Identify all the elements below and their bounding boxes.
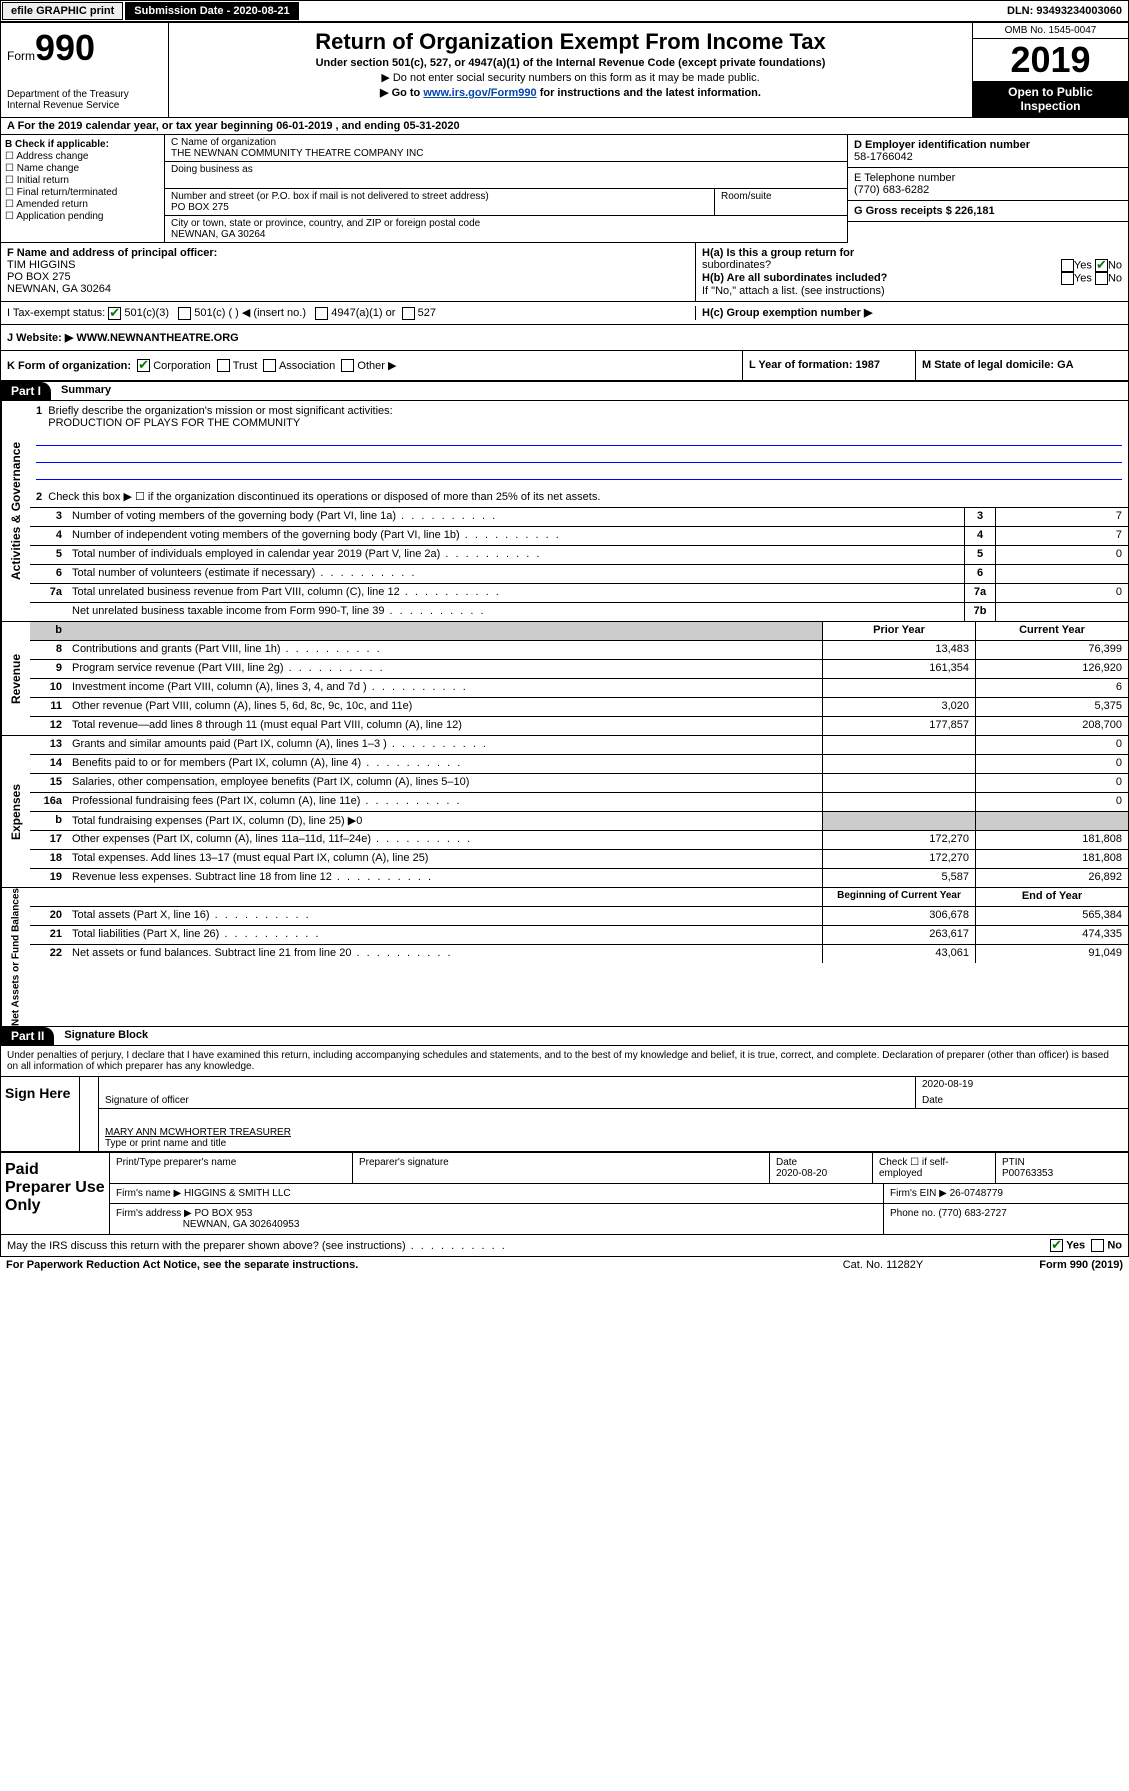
- line-15-curr: 0: [975, 774, 1128, 792]
- line-21-beg: 263,617: [822, 926, 975, 944]
- line-11-curr: 5,375: [975, 698, 1128, 716]
- line-8-prior: 13,483: [822, 641, 975, 659]
- prep-date: 2020-08-20: [776, 1168, 827, 1179]
- tax-year: 2019: [973, 39, 1128, 81]
- line-13-prior: [822, 736, 975, 754]
- row-k: K Form of organization: Corporation Trus…: [0, 351, 1129, 382]
- form-header: Form990 Department of the Treasury Inter…: [0, 22, 1129, 118]
- part-ii-title: Signature Block: [54, 1027, 158, 1045]
- form-number: 990: [35, 27, 95, 68]
- line-10-prior: [822, 679, 975, 697]
- 501c3-checkbox[interactable]: [108, 307, 121, 320]
- firm-ein: 26-0748779: [950, 1188, 1003, 1199]
- discuss-yes-checkbox[interactable]: [1050, 1239, 1063, 1252]
- omb-number: OMB No. 1545-0047: [973, 23, 1128, 39]
- open-to-public: Open to PublicInspection: [973, 81, 1128, 117]
- phone: (770) 683-6282: [854, 184, 929, 196]
- irs-link[interactable]: www.irs.gov/Form990: [423, 87, 536, 99]
- form-title: Return of Organization Exempt From Incom…: [175, 29, 966, 55]
- line-6-val: [995, 565, 1128, 583]
- box-c: C Name of organizationTHE NEWNAN COMMUNI…: [165, 135, 847, 243]
- officer-name: MARY ANN MCWHORTER TREASURER: [105, 1127, 291, 1138]
- box-h: H(a) Is this a group return for subordin…: [696, 243, 1128, 301]
- line-22-beg: 43,061: [822, 945, 975, 963]
- city: NEWNAN, GA 30264: [171, 229, 265, 240]
- row-j: J Website: ▶ WWW.NEWNANTHEATRE.ORG: [0, 325, 1129, 351]
- line-16a-curr: 0: [975, 793, 1128, 811]
- form-word: Form: [7, 49, 35, 63]
- line-1: 1 Briefly describe the organization's mi…: [30, 401, 1128, 486]
- part-ii-header: Part II: [1, 1027, 54, 1045]
- line-18-curr: 181,808: [975, 850, 1128, 868]
- line-18-prior: 172,270: [822, 850, 975, 868]
- row-i: I Tax-exempt status: 501(c)(3) 501(c) ( …: [0, 302, 1129, 325]
- line-20-beg: 306,678: [822, 907, 975, 925]
- street: PO BOX 275: [171, 202, 229, 213]
- line-12-prior: 177,857: [822, 717, 975, 735]
- dept-treasury: Department of the Treasury: [7, 89, 162, 100]
- goto-line: ▶ Go to www.irs.gov/Form990 for instruct…: [175, 86, 966, 99]
- line-16a-prior: [822, 793, 975, 811]
- submission-date-button[interactable]: Submission Date - 2020-08-21: [125, 2, 298, 20]
- box-b: B Check if applicable: ☐ Address change …: [1, 135, 165, 243]
- line-17-curr: 181,808: [975, 831, 1128, 849]
- irs-label: Internal Revenue Service: [7, 100, 162, 111]
- box-e: E Telephone number(770) 683-6282: [848, 168, 1128, 201]
- ein: 58-1766042: [854, 151, 913, 163]
- perjury-declaration: Under penalties of perjury, I declare th…: [1, 1046, 1128, 1076]
- line-15-prior: [822, 774, 975, 792]
- corp-checkbox[interactable]: [137, 359, 150, 372]
- sig-date: 2020-08-19: [916, 1077, 1128, 1093]
- line-9-curr: 126,920: [975, 660, 1128, 678]
- mission-text: PRODUCTION OF PLAYS FOR THE COMMUNITY: [48, 417, 300, 429]
- revenue-side-label: Revenue: [1, 622, 30, 735]
- firm-phone: (770) 683-2727: [938, 1208, 1006, 1219]
- expenses-side-label: Expenses: [1, 736, 30, 887]
- line-13-curr: 0: [975, 736, 1128, 754]
- firm-addr: PO BOX 953: [195, 1208, 253, 1219]
- line-2: 2 Check this box ▶ ☐ if the organization…: [30, 486, 1128, 507]
- line-8-curr: 76,399: [975, 641, 1128, 659]
- part-i-title: Summary: [51, 382, 121, 400]
- line-3-val: 7: [995, 508, 1128, 526]
- box-d: D Employer identification number58-17660…: [848, 135, 1128, 168]
- efile-print-button[interactable]: efile GRAPHIC print: [2, 2, 123, 20]
- net-assets-side-label: Net Assets or Fund Balances: [1, 888, 30, 1026]
- paid-preparer-label: Paid Preparer Use Only: [1, 1153, 110, 1234]
- org-name: THE NEWNAN COMMUNITY THEATRE COMPANY INC: [171, 148, 423, 159]
- line-19-curr: 26,892: [975, 869, 1128, 887]
- line-20-end: 565,384: [975, 907, 1128, 925]
- group-return-no-checkbox[interactable]: [1095, 259, 1108, 272]
- topbar: efile GRAPHIC print Submission Date - 20…: [0, 0, 1129, 22]
- discuss-row: May the IRS discuss this return with the…: [0, 1235, 1129, 1257]
- line-22-end: 91,049: [975, 945, 1128, 963]
- ssn-warning: ▶ Do not enter social security numbers o…: [175, 71, 966, 84]
- tax-period-row: A For the 2019 calendar year, or tax yea…: [0, 118, 1129, 135]
- box-f: F Name and address of principal officer:…: [1, 243, 696, 301]
- line-19-prior: 5,587: [822, 869, 975, 887]
- form-subtitle: Under section 501(c), 527, or 4947(a)(1)…: [175, 57, 966, 69]
- line-11-prior: 3,020: [822, 698, 975, 716]
- line-14-prior: [822, 755, 975, 773]
- firm-name: HIGGINS & SMITH LLC: [184, 1188, 291, 1199]
- line-7a-val: 0: [995, 584, 1128, 602]
- line-7b-val: [995, 603, 1128, 621]
- sign-here-label: Sign Here: [1, 1076, 80, 1151]
- dln-label: DLN: 93493234003060: [1001, 5, 1128, 17]
- website-link[interactable]: WWW.NEWNANTHEATRE.ORG: [73, 332, 238, 344]
- box-g: G Gross receipts $ 226,181: [848, 201, 1128, 222]
- line-12-curr: 208,700: [975, 717, 1128, 735]
- line-9-prior: 161,354: [822, 660, 975, 678]
- line-5-val: 0: [995, 546, 1128, 564]
- line-10-curr: 6: [975, 679, 1128, 697]
- ptin: P00763353: [1002, 1168, 1053, 1179]
- line-4-val: 7: [995, 527, 1128, 545]
- line-21-end: 474,335: [975, 926, 1128, 944]
- governance-side-label: Activities & Governance: [1, 401, 30, 621]
- line-14-curr: 0: [975, 755, 1128, 773]
- line-17-prior: 172,270: [822, 831, 975, 849]
- part-i-header: Part I: [1, 382, 51, 400]
- footer: For Paperwork Reduction Act Notice, see …: [0, 1257, 1129, 1273]
